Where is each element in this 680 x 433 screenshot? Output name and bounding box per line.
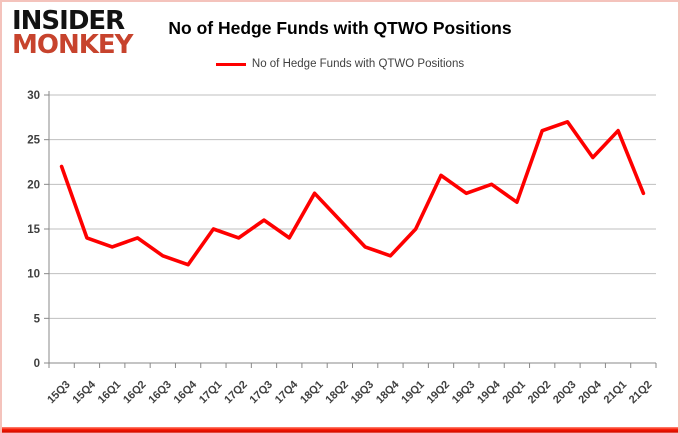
- x-axis-label: 19Q2: [425, 379, 453, 407]
- insider-monkey-logo: INSIDER MONKEY: [12, 6, 142, 60]
- x-axis-label: 17Q4: [273, 378, 301, 406]
- legend-line-icon: [215, 62, 246, 66]
- x-axis-label: 20Q1: [500, 379, 528, 407]
- x-axis-label: 21Q2: [627, 379, 655, 407]
- x-axis-label: 17Q2: [222, 379, 250, 407]
- x-axis-label: 17Q1: [197, 379, 225, 407]
- y-axis-label: 20: [27, 179, 40, 191]
- legend: No of Hedge Funds with QTWO Positions: [2, 58, 678, 70]
- x-axis-label: 20Q4: [576, 378, 604, 406]
- x-axis-label: 17Q3: [248, 379, 276, 407]
- logo-word-insider: INSIDER: [12, 6, 125, 36]
- x-axis-label: 19Q1: [399, 379, 427, 407]
- chart-area: 0 5 10 15 20 25 30 15Q3 15Q4 16Q1 16Q2 16Q3 16Q4 17Q1…: [2, 87, 678, 433]
- x-axis-label: 18Q3: [349, 379, 377, 407]
- y-axis-label: 30: [27, 90, 40, 102]
- x-axis-label: 15Q4: [71, 378, 99, 406]
- logo-word-monkey: MONKEY: [12, 29, 133, 60]
- y-axis-label: 0: [34, 358, 40, 370]
- x-axis-label: 20Q3: [551, 379, 579, 407]
- page-title: No of Hedge Funds with QTWO Positions: [168, 18, 512, 38]
- x-axis-label: 16Q3: [146, 379, 174, 407]
- x-axis-label: 15Q3: [45, 379, 73, 407]
- legend-label: No of Hedge Funds with QTWO Positions: [251, 58, 465, 70]
- y-axis-label: 25: [27, 135, 40, 147]
- x-axis-label: 16Q1: [96, 379, 124, 407]
- x-axis-label: 19Q3: [450, 379, 478, 407]
- x-axis-label: 16Q4: [172, 378, 200, 406]
- x-axis-label: 19Q4: [475, 378, 503, 406]
- x-axis-label: 16Q2: [121, 379, 149, 407]
- x-axis-label: 18Q4: [374, 378, 402, 406]
- chart-svg: 0 5 10 15 20 25 30 15Q315Q416Q116Q216Q316Q417Q1…: [27, 90, 657, 407]
- bottom-red-border: [2, 427, 678, 433]
- y-axis-label: 5: [34, 313, 41, 325]
- series-line: [59, 119, 646, 267]
- x-axis-label: 18Q1: [298, 379, 326, 407]
- x-axis-label: 18Q2: [323, 379, 351, 407]
- x-axis-label: 21Q1: [602, 379, 630, 407]
- x-axis-label: 20Q2: [526, 379, 554, 407]
- y-axis-label: 10: [27, 269, 40, 281]
- y-axis-label: 15: [27, 224, 40, 236]
